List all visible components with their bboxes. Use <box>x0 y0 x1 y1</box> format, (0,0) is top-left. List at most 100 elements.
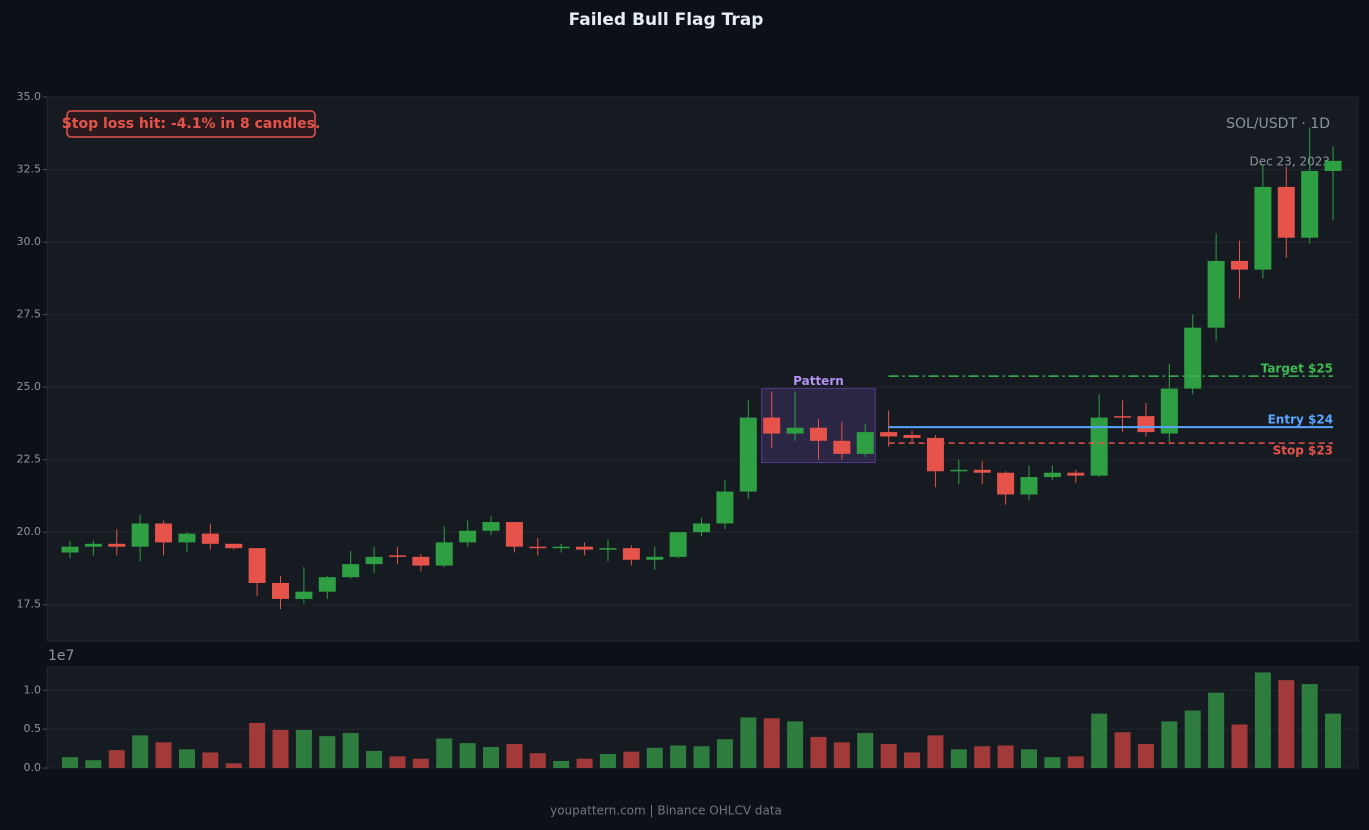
candle-body <box>388 555 406 557</box>
candle-body <box>412 556 430 566</box>
candle-body <box>1207 260 1225 328</box>
symbol-label: SOL/USDT · 1D <box>1226 116 1330 132</box>
candle-body <box>131 523 149 547</box>
candle-body <box>225 543 243 549</box>
annotation-box <box>66 110 316 138</box>
volume-bar <box>576 758 593 768</box>
candle-body <box>693 523 711 533</box>
volume-bar <box>1231 724 1248 768</box>
candle-body <box>1254 186 1272 270</box>
volume-bar <box>412 758 429 768</box>
pattern-label: Pattern <box>793 374 844 388</box>
candle-body <box>272 582 290 599</box>
candle-body <box>716 491 734 524</box>
volume-bar <box>1067 756 1084 768</box>
candle-body <box>1020 477 1038 495</box>
candle-body <box>178 533 196 543</box>
candle-body <box>833 440 851 454</box>
volume-bar <box>553 761 570 768</box>
price-panel <box>46 96 1359 642</box>
volume-bar <box>1208 692 1225 768</box>
volume-bar <box>787 721 804 768</box>
volume-bar <box>1325 713 1342 768</box>
volume-bar <box>1020 749 1037 768</box>
volume-bar <box>880 743 897 768</box>
volume-bar <box>1114 732 1131 768</box>
candle-body <box>201 533 219 544</box>
volume-bar <box>1254 672 1271 768</box>
candle-body <box>1067 472 1085 476</box>
candle-body <box>926 437 944 472</box>
candle-body <box>1114 416 1132 418</box>
y-tick-label: 17.5 <box>17 598 42 611</box>
volume-bar <box>459 743 476 768</box>
annotation: Stop loss hit: -4.1% in 8 candles. <box>62 116 321 132</box>
volume-bar <box>132 735 149 768</box>
volume-bar <box>1301 684 1318 768</box>
volume-bar <box>155 742 172 768</box>
volume-bar <box>857 733 874 768</box>
volume-bar <box>483 747 500 768</box>
volume-bar <box>997 745 1014 768</box>
y-tick-label: 0.5 <box>24 722 42 735</box>
candle-body <box>622 548 640 560</box>
candle-body <box>739 417 757 492</box>
candle-body <box>155 523 173 543</box>
y-tick-label: 32.5 <box>17 163 42 176</box>
volume-bar <box>108 750 125 768</box>
volume-bar <box>904 752 921 768</box>
candle-body <box>997 472 1015 495</box>
y-tick-label: 35.0 <box>17 90 42 103</box>
candle-body <box>295 591 313 599</box>
volume-bar <box>225 763 242 768</box>
y-tick-label: 27.5 <box>17 308 42 321</box>
candle-body <box>1301 170 1319 238</box>
candle-body <box>646 556 664 560</box>
candle-body <box>599 548 617 550</box>
volume-bar <box>436 738 453 768</box>
candle-body <box>1090 417 1108 476</box>
volume-bar <box>927 735 944 768</box>
candle-body <box>809 427 827 441</box>
volume-bar <box>202 752 219 768</box>
volume-bar <box>1278 680 1295 768</box>
volume-bar <box>1044 757 1061 768</box>
level-label: Entry $24 <box>1268 413 1333 427</box>
volume-bar <box>85 760 102 768</box>
volume-bar <box>1161 721 1178 768</box>
candle-body <box>459 530 477 543</box>
candle-body <box>856 432 874 454</box>
candle-body <box>880 432 898 437</box>
volume-bar <box>295 729 312 768</box>
volume-bar <box>319 736 336 768</box>
volume-bar <box>599 754 616 768</box>
candle-body <box>482 522 500 531</box>
volume-bar <box>1184 710 1201 768</box>
volume-bar <box>974 746 991 768</box>
volume-bar <box>740 717 757 768</box>
candle-body <box>1160 388 1178 434</box>
candle-body <box>505 522 523 547</box>
candle-body <box>61 546 79 553</box>
candle-body <box>1184 327 1202 389</box>
volume-bar <box>249 722 266 768</box>
candle-body <box>576 546 594 550</box>
candle-body <box>786 427 804 434</box>
volume-bar <box>1137 743 1154 768</box>
volume-bar <box>366 750 383 768</box>
y-tick-label: 20.0 <box>17 525 42 538</box>
date-label: Dec 23, 2023 <box>1250 155 1330 169</box>
volume-bar <box>529 753 546 768</box>
volume-bar <box>716 739 733 768</box>
candle-body <box>1324 160 1342 171</box>
candle-body <box>669 532 687 557</box>
volume-bar <box>178 749 195 768</box>
candle-body <box>763 417 781 434</box>
y-tick-label: 22.5 <box>17 453 42 466</box>
volume-bar <box>763 718 780 768</box>
volume-bar <box>623 751 640 768</box>
chart-title: Failed Bull Flag Trap <box>569 10 764 30</box>
candle-body <box>342 564 360 578</box>
candle-body <box>365 556 383 565</box>
volume-bar <box>1091 713 1108 768</box>
